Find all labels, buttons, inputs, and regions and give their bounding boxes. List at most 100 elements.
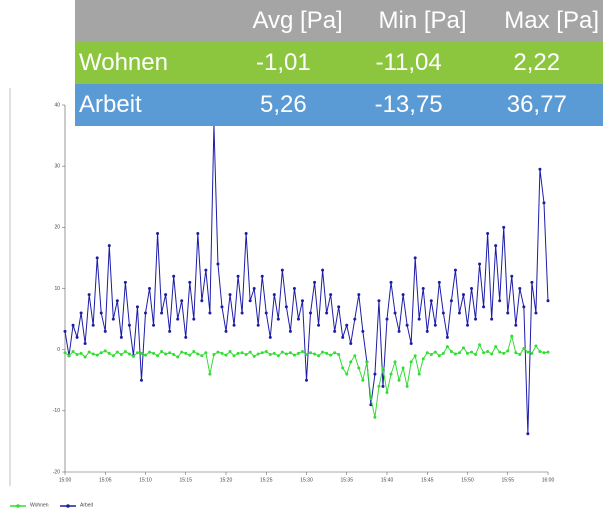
data-point xyxy=(389,372,393,376)
data-point xyxy=(228,293,232,297)
data-point xyxy=(256,323,260,327)
data-point xyxy=(445,335,449,339)
data-point xyxy=(204,268,208,272)
data-point xyxy=(75,353,79,357)
data-point xyxy=(389,280,393,284)
data-point xyxy=(144,353,147,357)
data-point xyxy=(482,305,486,309)
data-point xyxy=(337,353,341,357)
data-point xyxy=(280,268,284,272)
y-tick-label: 0 xyxy=(57,347,60,353)
data-point xyxy=(180,299,184,303)
data-point xyxy=(208,372,212,376)
data-point xyxy=(502,225,506,229)
data-point xyxy=(208,311,212,315)
data-point xyxy=(506,311,510,315)
data-point xyxy=(526,350,530,354)
data-point xyxy=(401,366,405,370)
data-point xyxy=(421,287,425,290)
data-point xyxy=(164,293,168,297)
cell: 5,26 xyxy=(220,84,347,126)
data-point xyxy=(236,351,240,355)
data-point xyxy=(437,280,441,284)
data-point xyxy=(95,353,99,357)
data-point xyxy=(228,350,232,354)
data-point xyxy=(313,352,317,356)
data-point xyxy=(309,311,313,315)
data-point xyxy=(192,317,196,321)
data-point xyxy=(542,201,546,205)
data-point xyxy=(224,329,228,333)
data-point xyxy=(494,345,498,349)
x-tick-label: 15:05 xyxy=(99,477,112,483)
data-point xyxy=(518,353,522,357)
data-point xyxy=(71,323,75,327)
data-point xyxy=(123,280,127,284)
data-point xyxy=(288,329,292,333)
y-tick-label: 40 xyxy=(54,102,60,108)
cell: 36,77 xyxy=(470,84,603,126)
data-point xyxy=(449,299,453,303)
data-point xyxy=(510,334,514,338)
data-point xyxy=(67,354,71,358)
data-point xyxy=(514,323,518,327)
data-point xyxy=(449,350,453,354)
data-point xyxy=(425,351,429,355)
data-point xyxy=(377,299,381,303)
cell: -11,04 xyxy=(346,42,471,84)
data-point xyxy=(252,287,256,290)
cell: -13,75 xyxy=(346,84,471,126)
y-tick-label: 20 xyxy=(54,225,60,231)
data-point xyxy=(349,360,353,364)
data-point xyxy=(272,351,276,355)
data-point xyxy=(232,323,236,327)
x-tick-label: 15:15 xyxy=(179,477,192,483)
data-point xyxy=(522,346,526,350)
data-point xyxy=(91,352,95,356)
data-point xyxy=(188,280,192,284)
data-point xyxy=(127,352,131,356)
row-label: Arbeit xyxy=(75,84,220,126)
y-tick-label: -10 xyxy=(53,408,60,414)
data-point xyxy=(248,350,252,354)
data-point xyxy=(405,323,409,327)
data-point xyxy=(353,317,357,321)
data-point xyxy=(99,351,103,355)
data-point xyxy=(135,351,139,355)
data-point xyxy=(264,311,268,315)
data-point xyxy=(470,287,474,290)
x-tick-label: 16:00 xyxy=(542,477,555,483)
data-point xyxy=(466,351,469,355)
data-point xyxy=(365,360,369,364)
data-point xyxy=(123,350,127,354)
data-point xyxy=(256,352,260,356)
legend-label: Wohnen xyxy=(30,502,49,508)
data-point xyxy=(478,262,482,266)
data-point xyxy=(546,350,550,354)
data-point xyxy=(341,366,345,370)
data-point xyxy=(373,415,377,419)
data-point xyxy=(63,351,67,355)
data-point xyxy=(433,323,437,327)
data-point xyxy=(160,311,164,315)
data-point xyxy=(498,350,502,354)
data-point xyxy=(534,311,538,315)
data-point xyxy=(180,350,184,354)
data-point xyxy=(260,274,264,278)
data-point xyxy=(99,311,103,315)
data-point xyxy=(385,390,389,394)
data-point xyxy=(196,352,200,356)
data-point xyxy=(276,317,280,321)
table-row: Arbeit 5,26 -13,75 36,77 xyxy=(75,84,603,126)
legend-label: Arbeit xyxy=(80,502,94,508)
y-tick-label: 10 xyxy=(54,286,60,292)
data-point xyxy=(75,335,79,339)
data-point xyxy=(172,353,176,357)
data-point xyxy=(268,335,272,339)
data-point xyxy=(216,262,220,266)
data-point xyxy=(168,351,172,355)
data-point xyxy=(530,280,534,284)
data-point xyxy=(63,329,67,333)
data-point xyxy=(200,299,204,303)
data-point xyxy=(284,352,288,356)
